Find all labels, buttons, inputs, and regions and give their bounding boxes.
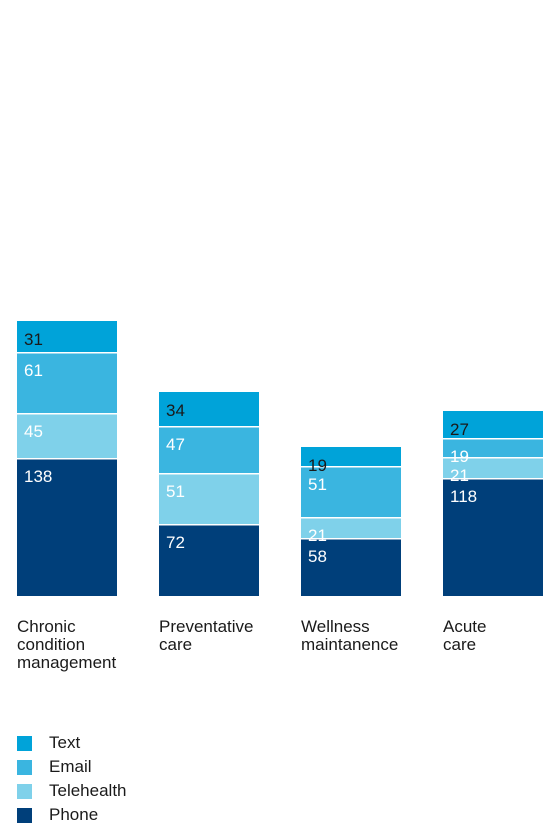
- data-label-email-1: 47: [166, 435, 185, 454]
- legend-swatch-telehealth: [17, 783, 32, 799]
- category-label-0: Chronic condition management: [17, 617, 117, 672]
- legend-label-telehealth: Telehealth: [49, 781, 127, 800]
- data-label-text-0: 31: [24, 330, 43, 349]
- data-label-text-2: 19: [308, 456, 327, 475]
- bar-segment-email-3: [443, 438, 543, 457]
- bar-segment-telehealth-2: [301, 517, 401, 538]
- legend-swatch-email: [17, 759, 32, 775]
- bar-segment-phone-1: [159, 524, 259, 596]
- legend-swatch-phone: [17, 807, 32, 823]
- category-label-2: Wellness maintanence: [301, 617, 399, 654]
- data-label-phone-1: 72: [166, 533, 185, 552]
- bar-segment-phone-0: [17, 458, 117, 596]
- bar-segment-text-2: [301, 447, 401, 466]
- legend-swatch-text: [17, 735, 32, 751]
- category-label-3: Acute care: [443, 617, 487, 654]
- data-label-telehealth-1: 51: [166, 482, 185, 501]
- data-label-telehealth-3: 21: [450, 466, 469, 485]
- bar-segment-text-3: [443, 411, 543, 438]
- data-label-phone-2: 58: [308, 547, 327, 566]
- data-label-phone-0: 138: [24, 467, 52, 486]
- legend-label-phone: Phone: [49, 805, 99, 824]
- data-label-text-3: 27: [450, 420, 469, 439]
- legend-item-phone: Phone: [17, 803, 127, 827]
- bar-segment-text-0: [17, 321, 117, 352]
- legend-item-telehealth: Telehealth: [17, 779, 127, 803]
- data-label-telehealth-2: 21: [308, 526, 327, 545]
- data-label-email-0: 61: [24, 361, 43, 380]
- bar-segment-email-2: [301, 466, 401, 517]
- legend-label-email: Email: [49, 757, 92, 776]
- bar-segment-text-1: [159, 392, 259, 426]
- data-label-text-1: 34: [166, 401, 185, 420]
- legend-label-text: Text: [49, 733, 81, 752]
- data-label-phone-3: 118: [450, 487, 477, 506]
- bar-segment-email-1: [159, 426, 259, 473]
- legend-item-email: Email: [17, 755, 127, 779]
- bar-segment-phone-2: [301, 538, 401, 596]
- legend: Text Email Telehealth Phone: [17, 731, 127, 827]
- bar-segment-telehealth-1: [159, 473, 259, 524]
- bar-segment-telehealth-0: [17, 413, 117, 458]
- data-label-email-3: 19: [450, 447, 469, 466]
- category-label-1: Preventative care: [159, 617, 254, 654]
- data-label-email-2: 51: [308, 475, 327, 494]
- bar-segment-phone-3: [443, 478, 543, 596]
- legend-item-text: Text: [17, 731, 127, 755]
- bar-segment-email-0: [17, 352, 117, 413]
- bar-segment-telehealth-3: [443, 457, 543, 478]
- data-label-telehealth-0: 45: [24, 422, 43, 441]
